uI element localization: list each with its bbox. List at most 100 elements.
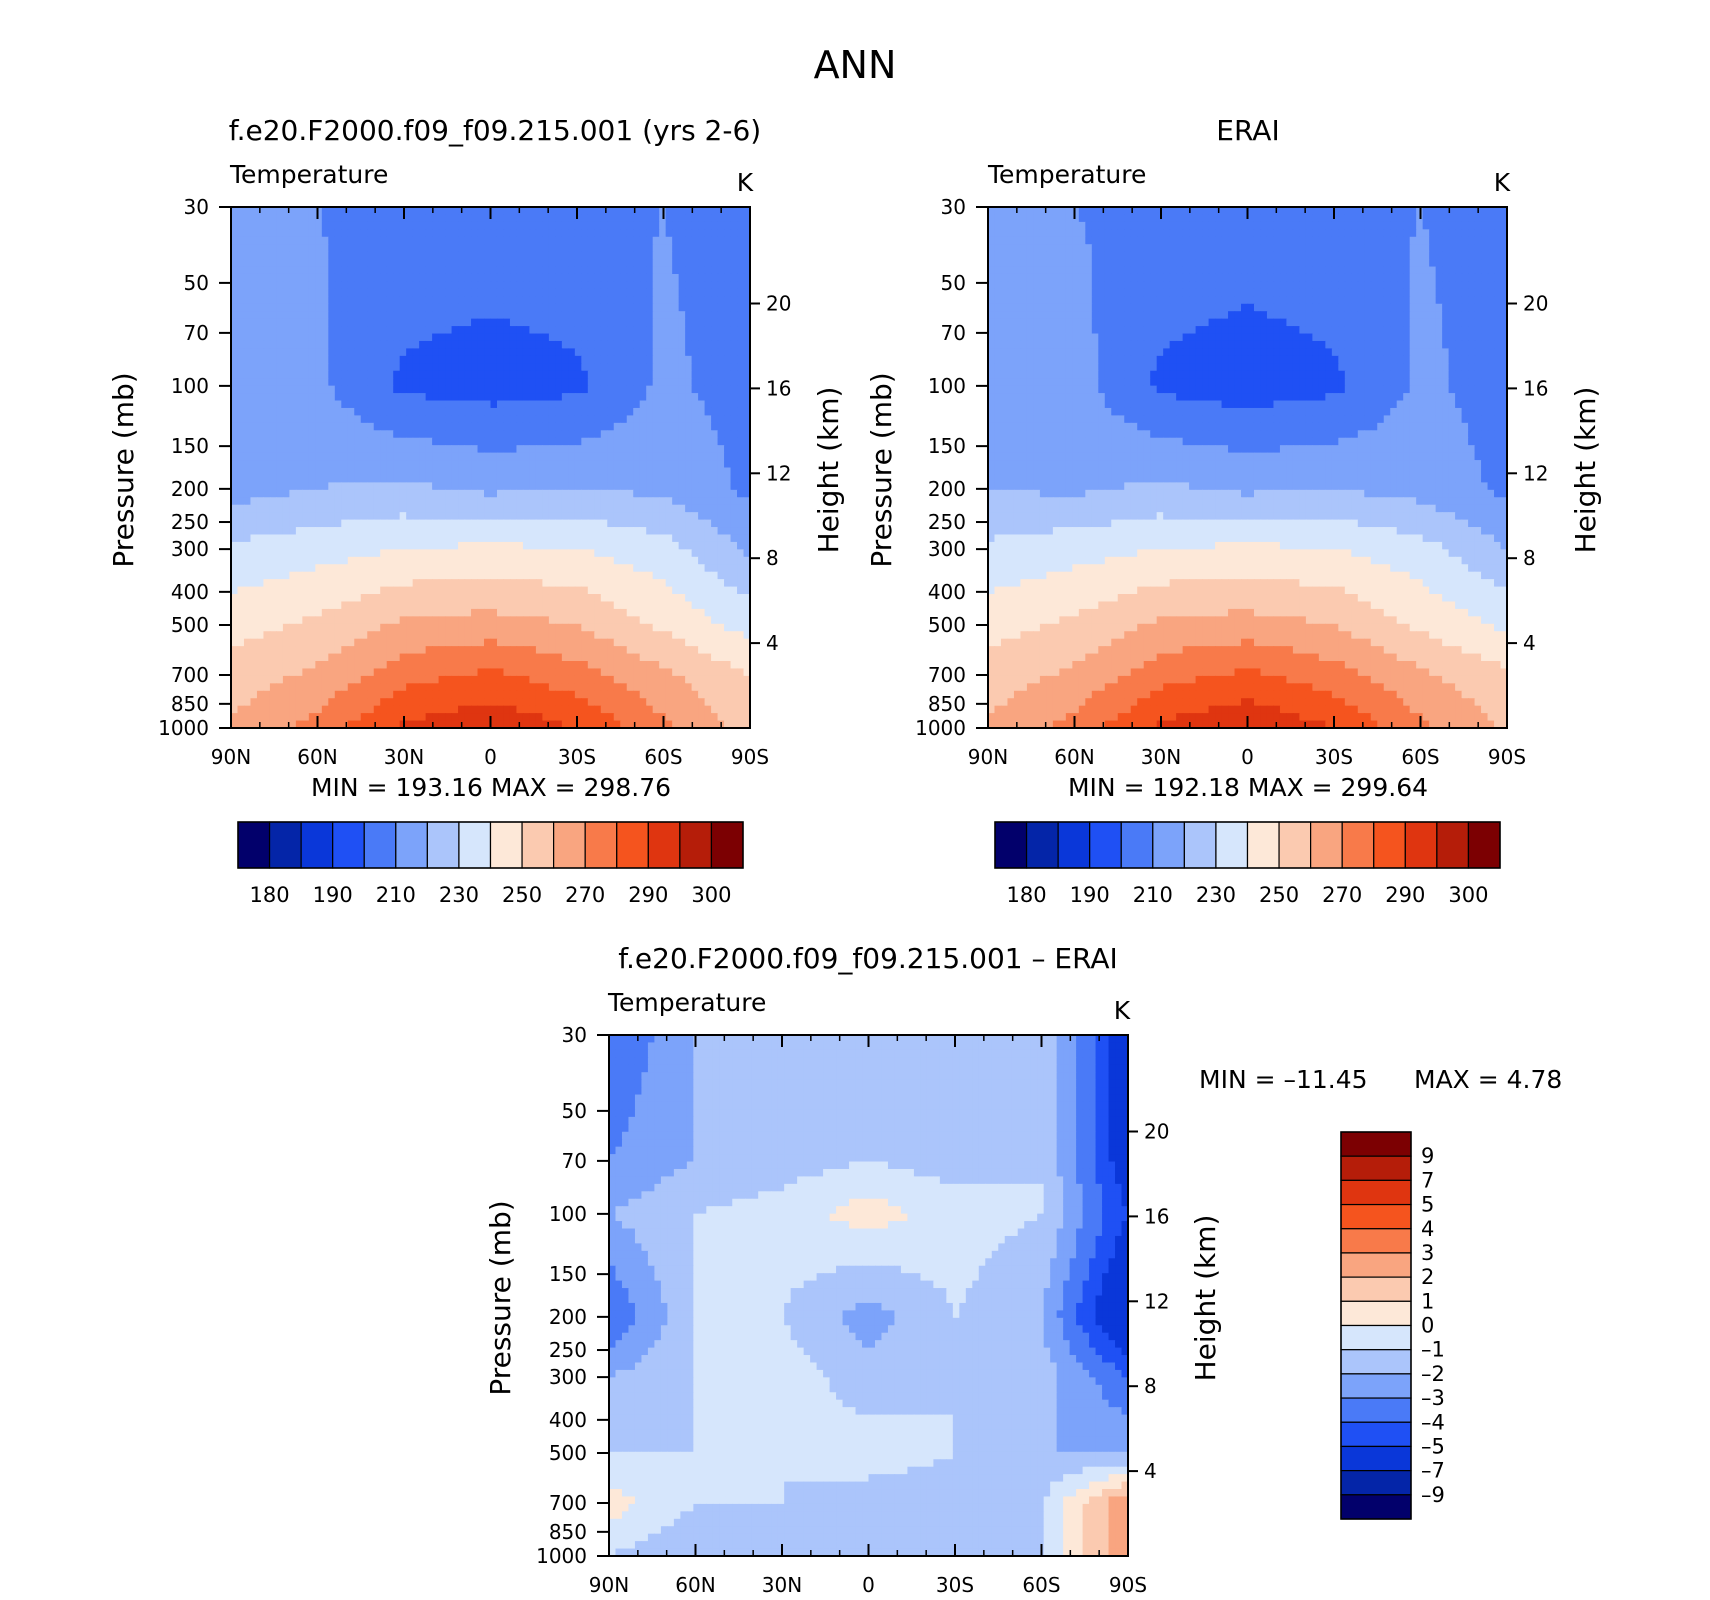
field-cell (432, 623, 440, 632)
field-cell (594, 281, 602, 290)
field-cell (529, 661, 537, 670)
field-cell (250, 616, 258, 625)
field-cell (367, 340, 375, 350)
field-cell (445, 541, 453, 550)
field-cell (607, 571, 615, 580)
field-cell (568, 288, 576, 297)
field-cell (516, 288, 524, 297)
field-cell (685, 646, 693, 655)
field-cell (399, 229, 407, 238)
field-cell (289, 616, 297, 625)
field-cell (600, 608, 608, 617)
field-cell (328, 318, 336, 327)
field-cell (315, 646, 323, 655)
field-cell (445, 422, 453, 431)
field-cell (282, 378, 290, 387)
field-cell (386, 400, 394, 409)
field-cell (743, 653, 751, 662)
field-cell (412, 497, 420, 506)
field-cell (425, 311, 433, 320)
field-cell (354, 355, 362, 364)
field-cell (263, 452, 271, 461)
field-cell (289, 273, 297, 283)
field-cell (594, 355, 602, 364)
field-cell (393, 311, 401, 320)
field-cell (496, 281, 505, 290)
field-cell (535, 370, 543, 379)
field-cell (360, 579, 368, 588)
field-cell (328, 489, 336, 498)
field-cell (341, 266, 349, 275)
field-cell (594, 437, 602, 446)
field-cell (555, 430, 563, 439)
field-cell (535, 504, 543, 513)
field-cell (360, 281, 368, 290)
field-cell (243, 504, 252, 513)
field-cell (256, 452, 265, 461)
field-cell (665, 348, 673, 357)
field-cell (672, 579, 680, 588)
field-cell (412, 534, 420, 543)
field-cell (639, 229, 647, 238)
field-cell (276, 541, 284, 550)
field-cell (321, 519, 329, 528)
field-cell (471, 296, 479, 305)
field-cell (724, 393, 732, 402)
field-cell (263, 646, 271, 655)
field-cell (412, 623, 420, 632)
field-cell (646, 318, 654, 327)
field-cell (484, 393, 492, 402)
field-cell (737, 259, 745, 268)
field-cell (302, 326, 310, 335)
field-cell (419, 259, 427, 268)
field-cell (308, 437, 316, 446)
field-cell (581, 646, 589, 655)
field-cell (380, 266, 388, 275)
field-cell (516, 623, 524, 632)
field-cell (243, 497, 252, 506)
field-cell (419, 415, 427, 424)
field-cell (587, 579, 595, 588)
field-cell (626, 363, 634, 372)
field-cell (737, 445, 745, 454)
field-cell (380, 288, 388, 297)
field-cell (646, 370, 654, 379)
field-cell (626, 251, 634, 260)
field-cell (665, 467, 673, 476)
field-cell (535, 318, 543, 327)
field-cell (711, 467, 719, 476)
field-cell (633, 333, 641, 342)
field-cell (555, 348, 563, 357)
field-cell (302, 266, 310, 275)
field-cell (432, 564, 440, 573)
field-cell (231, 430, 239, 439)
field-cell (406, 385, 414, 394)
field-cell (250, 512, 258, 521)
field-cell (354, 541, 362, 550)
panel-title: f.e20.F2000.f09_f09.215.001 (yrs 2-6) (229, 114, 761, 147)
field-cell (471, 467, 479, 476)
field-cell (406, 229, 414, 238)
field-cell (477, 422, 485, 431)
field-cell (724, 482, 732, 491)
field-cell (432, 393, 440, 402)
field-cell (263, 407, 271, 416)
field-cell (633, 288, 641, 297)
field-cell (347, 415, 355, 424)
field-cell (555, 646, 563, 655)
field-cell (256, 273, 265, 283)
field-cell (626, 214, 634, 223)
field-cell (594, 221, 602, 230)
field-cell (451, 616, 459, 625)
field-cell (438, 363, 446, 372)
field-cell (535, 638, 543, 647)
field-cell (704, 556, 712, 565)
field-cell (548, 512, 556, 521)
field-cell (496, 251, 505, 260)
field-cell (574, 571, 582, 580)
field-cell (386, 236, 394, 245)
field-cell (231, 251, 239, 260)
field-cell (685, 549, 693, 558)
field-cell (367, 318, 375, 327)
field-cell (354, 445, 362, 454)
